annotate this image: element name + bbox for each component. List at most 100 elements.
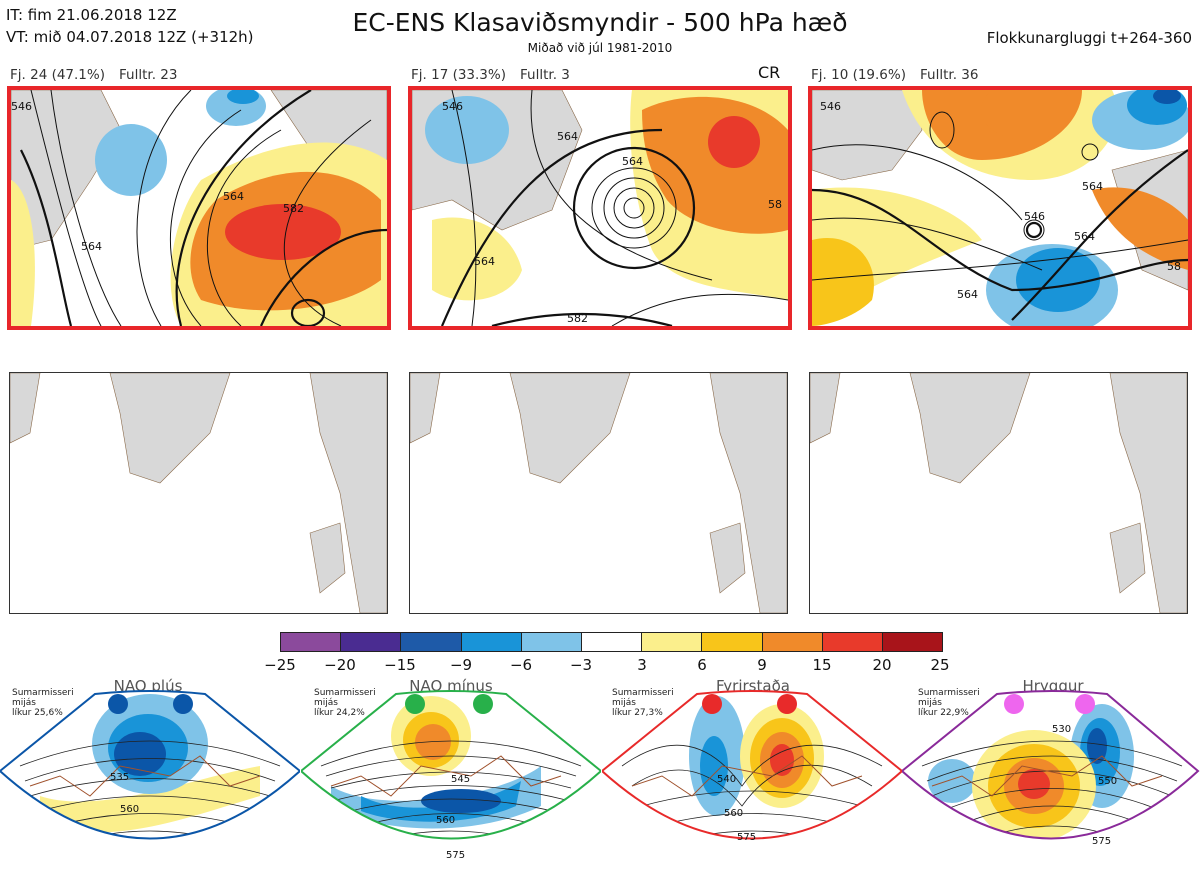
p3-contour-label-6: 58 — [1167, 260, 1181, 273]
colorbar-swatch — [581, 633, 643, 651]
colorbar-swatch — [642, 633, 703, 651]
regime-1-dot — [173, 694, 193, 714]
regime-1-dot — [108, 694, 128, 714]
regime-2-season: Sumarmisseri — [314, 688, 376, 698]
p1-contour-label-5: 582 — [186, 324, 207, 326]
colorbar-swatch — [702, 633, 763, 651]
p3-contour-label-5: 564 — [1082, 180, 1103, 193]
regime-map-nao-plus: 535 560 — [0, 690, 300, 840]
colorbar-tick: 3 — [637, 656, 647, 674]
valid-time: VT: mið 04.07.2018 12Z (+312h) — [6, 28, 254, 46]
p2-contour-label-4: 564 — [474, 255, 495, 268]
panel-2-rep: Fulltr. 3 — [520, 67, 570, 83]
blank-map-1 — [9, 372, 388, 614]
page-title: EC-ENS Klasaviðsmyndir - 500 hPa hæð — [352, 8, 848, 37]
regime-3-kind: mijás — [612, 698, 636, 708]
regime-4-prob: líkur 22,9% — [918, 708, 969, 718]
regime-map-blocking: 540 560 575 — [602, 690, 902, 843]
colorbar-tick: 20 — [872, 656, 892, 674]
colorbar-swatch — [822, 633, 883, 651]
regime-3-contour-label: 575 — [737, 832, 756, 843]
regime-4-info: Sumarmisseri mijás líkur 22,9% — [918, 688, 980, 718]
colorbar-tick: −9 — [449, 656, 473, 674]
panel-1-count: Fj. 24 (47.1%) — [10, 67, 105, 83]
p3-contour-label-3: 564 — [1074, 230, 1095, 243]
regime-map-nao-minus: 545 560 575 — [301, 690, 601, 861]
p2-contour-label-6: 58 — [768, 198, 782, 211]
regime-3-dot — [777, 694, 797, 714]
colorbar-tick: 6 — [697, 656, 707, 674]
regime-4-dot — [1004, 694, 1024, 714]
colorbar-swatch — [882, 633, 943, 651]
regime-2-contour-label: 545 — [451, 774, 470, 785]
regime-2-info: Sumarmisseri mijás líkur 24,2% — [314, 688, 376, 718]
regime-4-contour-label: 530 — [1052, 724, 1071, 735]
panel-3-label: Fj. 10 (19.6%) Fulltr. 36 — [811, 67, 992, 83]
regime-3-contour-label: 540 — [717, 774, 736, 785]
regime-4-season: Sumarmisseri — [918, 688, 980, 698]
p1-contour-label-2: 564 — [81, 240, 102, 253]
colorbar-swatch — [281, 633, 342, 651]
regime-4-contour-label: 550 — [1098, 776, 1117, 787]
regime-2-prob: líkur 24,2% — [314, 708, 365, 718]
p3-contour-label-1: 546 — [820, 100, 841, 113]
p2-contour-label-5: 582 — [567, 312, 588, 325]
panel-2-tag: CR — [758, 63, 781, 82]
panel-3-rep: Fulltr. 36 — [920, 67, 979, 83]
cluster-map-1[interactable]: 546 564 564 582 582 582 — [7, 86, 391, 330]
regime-2-dot — [473, 694, 493, 714]
regime-3-info: Sumarmisseri mijás líkur 27,3% — [612, 688, 674, 718]
colorbar-swatch — [401, 633, 462, 651]
colorbar-tick: −25 — [264, 656, 296, 674]
p2-contour-label-1: 546 — [442, 100, 463, 113]
header-left: IT: fim 21.06.2018 12Z VT: mið 04.07.201… — [6, 4, 254, 48]
colorbar-swatch — [341, 633, 402, 651]
p3-contour-label-2: 546 — [1024, 210, 1045, 223]
regime-4-dot — [1075, 694, 1095, 714]
colorbar-tick: −15 — [384, 656, 416, 674]
colorbar-tick: −20 — [324, 656, 356, 674]
p2-contour-label-3: 564 — [622, 155, 643, 168]
regime-2-kind: mijás — [314, 698, 338, 708]
colorbar-tick: 9 — [757, 656, 767, 674]
panel-2-label: Fj. 17 (33.3%) Fulltr. 3 — [411, 67, 584, 83]
panel-3-count: Fj. 10 (19.6%) — [811, 67, 906, 83]
colorbar-tick: −6 — [509, 656, 533, 674]
regime-1-season: Sumarmisseri — [12, 688, 74, 698]
p1-contour-label-3: 564 — [223, 190, 244, 203]
colorbar — [280, 632, 943, 652]
p2-contour-label-2: 564 — [557, 130, 578, 143]
regime-2-contour-label: 575 — [446, 850, 465, 861]
regime-1-prob: líkur 25,6% — [12, 708, 63, 718]
regime-3-prob: líkur 27,3% — [612, 708, 663, 718]
regime-4-kind: mijás — [918, 698, 942, 708]
colorbar-swatch — [521, 633, 582, 651]
classification-window: Flokkunargluggi t+264-360 — [986, 29, 1192, 47]
colorbar-swatch — [461, 633, 522, 651]
regime-4-contour-label: 575 — [1092, 836, 1111, 847]
regime-1-contour-label: 560 — [120, 804, 139, 815]
regime-1-kind: mijás — [12, 698, 36, 708]
p3-contour-label-4: 564 — [957, 288, 978, 301]
colorbar-tick: 25 — [930, 656, 950, 674]
blank-map-2 — [409, 372, 788, 614]
colorbar-tick: 15 — [812, 656, 832, 674]
blank-map-3 — [809, 372, 1188, 614]
initial-time: IT: fim 21.06.2018 12Z — [6, 6, 177, 24]
colorbar-tick: −3 — [569, 656, 593, 674]
panel-1-rep: Fulltr. 23 — [119, 67, 178, 83]
cluster-map-2[interactable]: 546 564 564 564 582 58 — [408, 86, 792, 330]
regime-1-info: Sumarmisseri mijás líkur 25,6% — [12, 688, 74, 718]
regime-3-dot — [702, 694, 722, 714]
page-subtitle: Miðað við júl 1981-2010 — [527, 41, 673, 55]
regime-3-contour-label: 560 — [724, 808, 743, 819]
p1-contour-label-6: 582 — [336, 324, 357, 326]
regime-3-season: Sumarmisseri — [612, 688, 674, 698]
regime-2-dot — [405, 694, 425, 714]
panel-1-label: Fj. 24 (47.1%) Fulltr. 23 — [10, 67, 191, 83]
cluster-map-3[interactable]: 546 546 564 564 564 58 — [808, 86, 1192, 330]
regime-map-ridge: 530 550 575 — [902, 690, 1200, 847]
colorbar-swatch — [762, 633, 823, 651]
p1-contour-label-4: 582 — [283, 202, 304, 215]
p1-contour-label-1: 546 — [11, 100, 32, 113]
